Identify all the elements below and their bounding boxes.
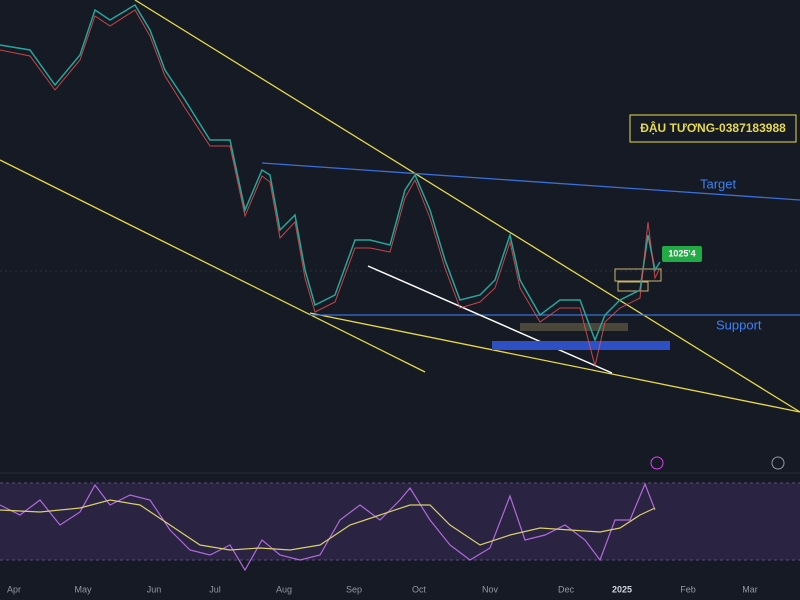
event-icon[interactable] bbox=[771, 456, 785, 470]
trend-line bbox=[309, 312, 800, 413]
price-path-shadow bbox=[0, 9, 661, 367]
box bbox=[617, 281, 649, 292]
trend-line bbox=[134, 0, 800, 413]
target-line bbox=[261, 162, 800, 201]
base-zone bbox=[520, 323, 628, 331]
white-line bbox=[367, 265, 613, 374]
price-path bbox=[0, 3, 661, 343]
x-tick-label: 2025 bbox=[612, 584, 632, 594]
price-tag: 1025'4 bbox=[668, 248, 695, 258]
x-tick-label: Mar bbox=[742, 584, 758, 594]
rsi-ma bbox=[0, 499, 656, 551]
support-label: Support bbox=[716, 317, 762, 332]
x-tick-label: Dec bbox=[558, 584, 575, 594]
box bbox=[614, 268, 662, 282]
trend-line bbox=[0, 159, 426, 373]
x-tick-label: May bbox=[74, 584, 92, 594]
x-tick-label: Oct bbox=[412, 584, 427, 594]
event-icon[interactable] bbox=[650, 456, 664, 470]
rsi-band bbox=[0, 483, 800, 560]
price-tag-box bbox=[662, 246, 702, 262]
x-axis: Apr May Jun Jul Aug Sep Oct Nov Dec 2025 Feb Mar bbox=[7, 584, 758, 594]
x-tick-label: Sep bbox=[346, 584, 362, 594]
rsi-line bbox=[0, 482, 656, 572]
symbol-box bbox=[629, 114, 797, 143]
target-label: Target bbox=[700, 176, 737, 191]
x-tick-label: Aug bbox=[276, 584, 292, 594]
x-tick-label: Jun bbox=[147, 584, 162, 594]
x-tick-label: Nov bbox=[482, 584, 499, 594]
x-tick-label: Jul bbox=[209, 584, 221, 594]
demand-zone bbox=[492, 341, 670, 350]
x-tick-label: Feb bbox=[680, 584, 696, 594]
symbol-label: ĐẬU TƯƠNG-0387183988 bbox=[640, 120, 786, 135]
x-tick-label: Apr bbox=[7, 584, 21, 594]
